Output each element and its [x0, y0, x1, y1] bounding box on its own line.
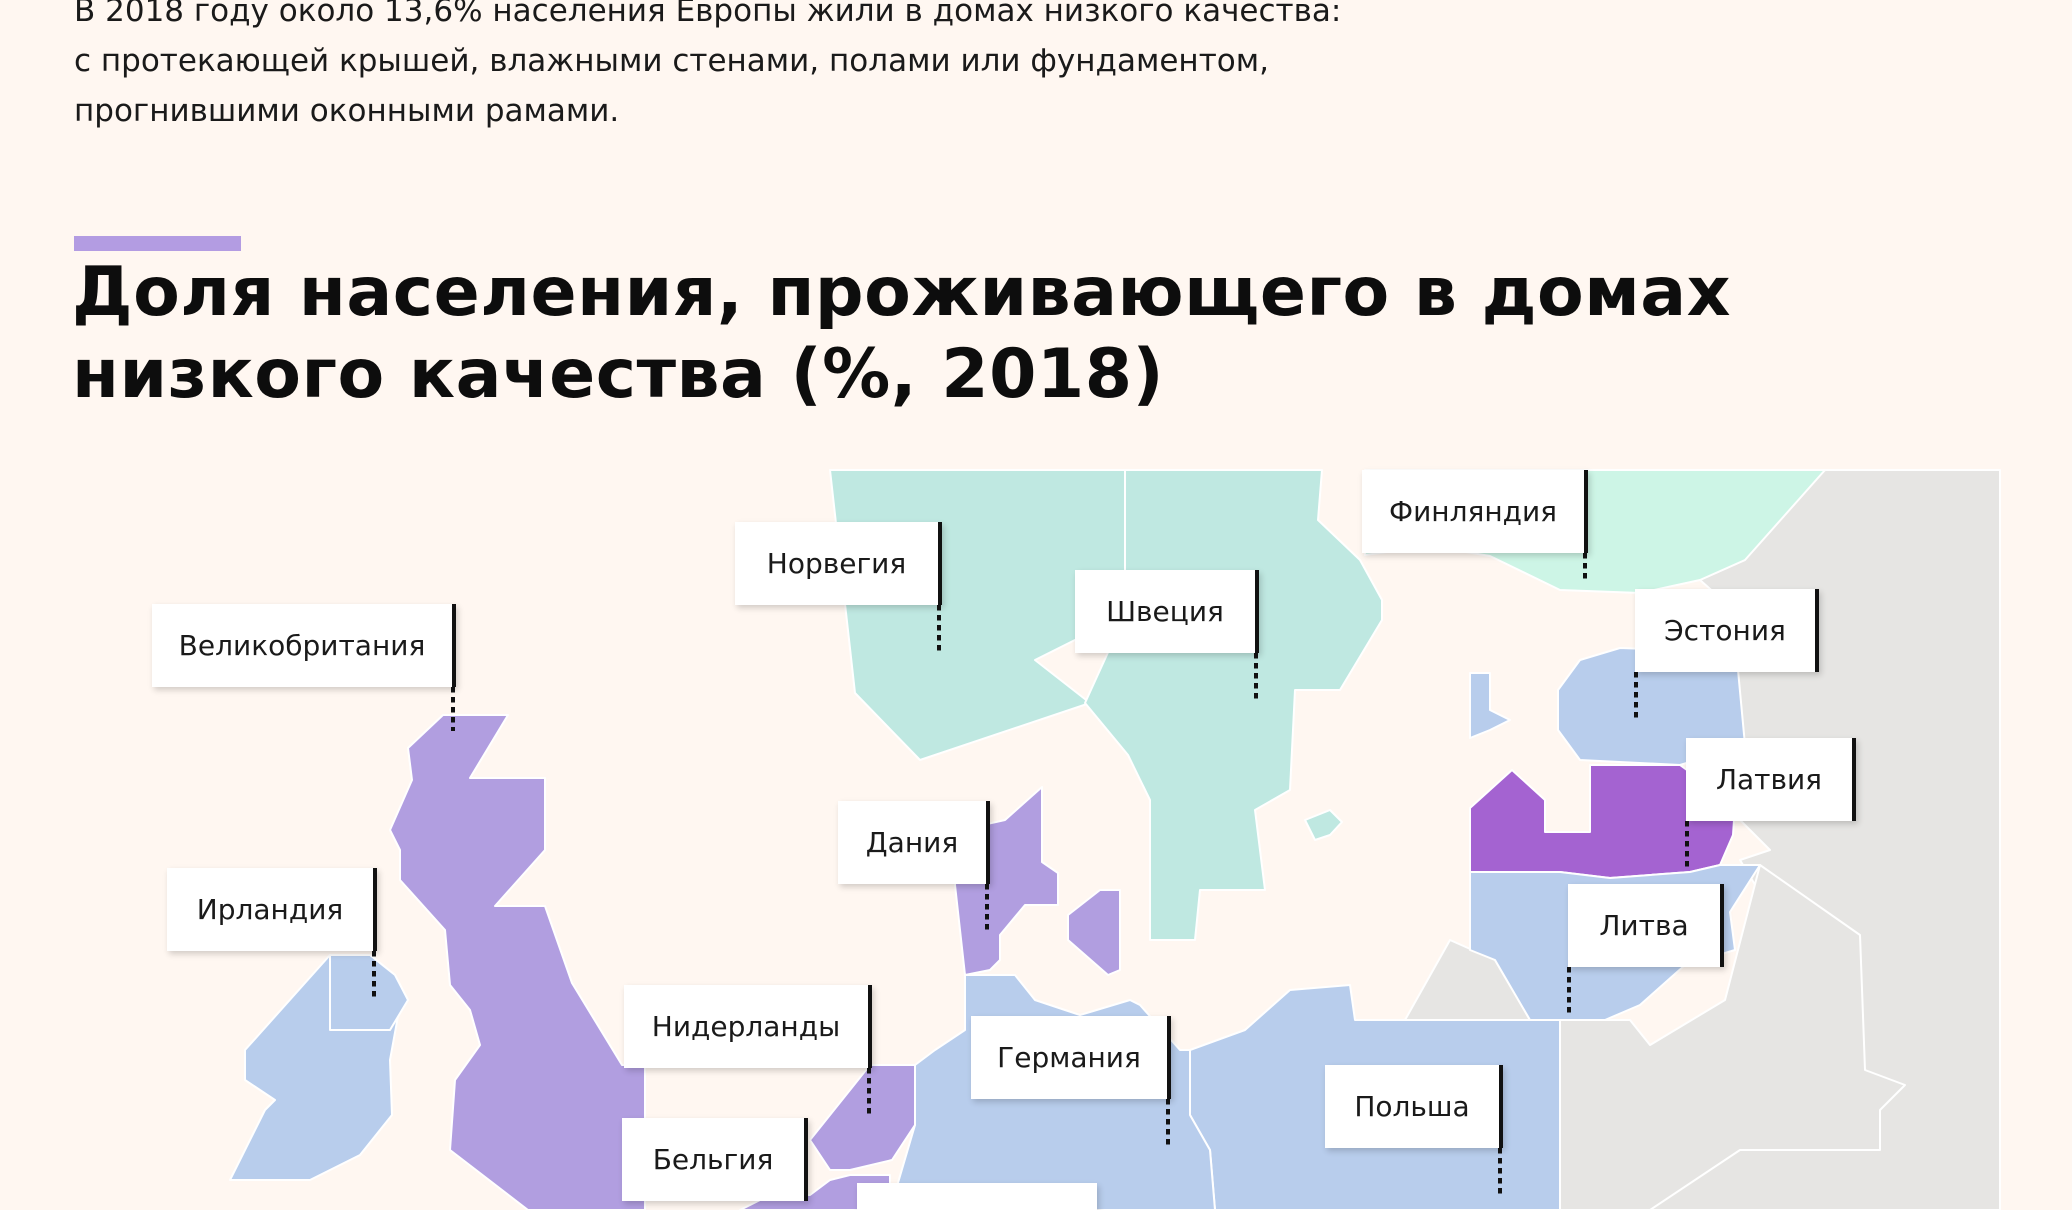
region-belarus: [1559, 864, 1906, 1210]
intro-line-2: с протекающей крышей, влажными стенами, …: [74, 43, 1269, 79]
leader-sweden: [1254, 653, 1258, 699]
region-great-britain: [389, 714, 646, 1210]
label-norway: Норвегия: [735, 522, 942, 605]
region-gotland: [1304, 809, 1343, 841]
region-saaremaa: [1469, 672, 1511, 739]
leader-denmark: [985, 884, 989, 932]
title-line-2: низкого качества (%, 2018): [72, 335, 1165, 414]
label-finland: Финляндия: [1362, 470, 1588, 553]
region-zealand: [1067, 889, 1121, 976]
leader-finland: [1583, 553, 1587, 583]
region-netherlands: [809, 1064, 916, 1171]
label-netherlands: Нидерланды: [624, 985, 872, 1068]
intro-line-1: В 2018 году около 13,6% населения Европы…: [74, 0, 1342, 29]
label-latvia: Латвия: [1686, 738, 1856, 821]
label-ireland: Ирландия: [167, 868, 377, 951]
leader-latvia: [1685, 821, 1689, 867]
region-sweden: [1084, 469, 1383, 941]
label-belgium: Бельгия: [622, 1118, 808, 1201]
leader-norway: [937, 605, 941, 653]
label-uk: Великобритания: [152, 604, 456, 687]
leader-poland: [1498, 1148, 1502, 1198]
leader-uk: [451, 687, 455, 731]
page-title: Доля населения, проживающего в домах низ…: [72, 252, 1872, 416]
title-line-1: Доля населения, проживающего в домах: [72, 253, 1732, 332]
intro-text: В 2018 году около 13,6% населения Европы…: [74, 0, 1474, 136]
leader-germany: [1166, 1099, 1170, 1149]
leader-estonia: [1634, 672, 1638, 718]
label-estonia: Эстония: [1635, 589, 1819, 672]
intro-line-3: прогнившими оконными рамами.: [74, 93, 620, 129]
label-lithuania: Литва: [1568, 884, 1724, 967]
label-partial-cutoff: [857, 1183, 1097, 1210]
leader-lithuania: [1567, 967, 1571, 1013]
leader-netherlands: [867, 1068, 871, 1116]
label-sweden: Швеция: [1075, 570, 1259, 653]
title-accent-bar: [74, 236, 241, 251]
leader-ireland: [372, 951, 376, 1001]
label-germany: Германия: [971, 1016, 1171, 1099]
region-northern-ireland: [329, 954, 409, 1031]
label-denmark: Дания: [838, 801, 990, 884]
label-poland: Польша: [1325, 1065, 1503, 1148]
